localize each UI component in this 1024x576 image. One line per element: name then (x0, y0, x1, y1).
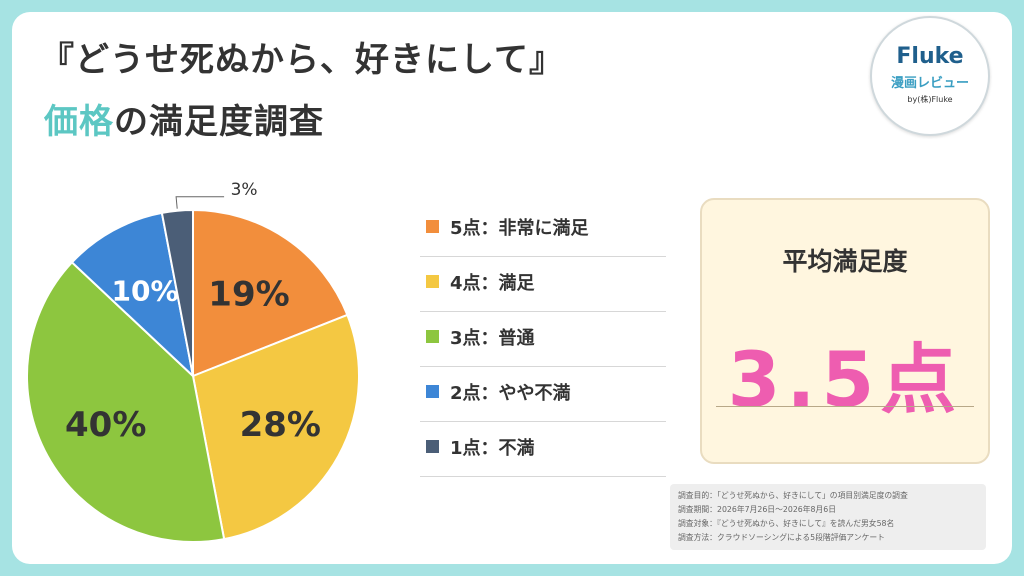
logo-subtitle: 漫画レビュー (890, 76, 969, 91)
legend-item-3: 3点：普通 (420, 312, 666, 367)
pie-label-5: 19% (208, 275, 289, 315)
survey-notes: 調査目的：「どうせ死ぬから、好きにして」の項目別満足度の調査 調査期間：2026… (670, 484, 986, 550)
legend-swatch-1 (426, 440, 439, 453)
legend-swatch-2 (426, 385, 439, 398)
survey-period: 調査期間：2026年7月26日〜2026年8月6日 (678, 505, 837, 514)
average-title: 平均満足度 (782, 247, 908, 276)
legend-label-1: 1点：不満 (450, 438, 535, 459)
survey-target: 調査対象：『どうせ死ぬから、好きにして』を読んだ男女58名 (678, 519, 895, 528)
pie-slice-3 (26, 260, 226, 543)
legend-swatch-5 (426, 220, 439, 233)
chart-legend: 5点：非常に満足 4点：満足 3点：普通 2点：やや不満 1点：不満 (420, 202, 666, 477)
legend-label-3: 3点：普通 (450, 328, 535, 349)
legend-label-4: 4点：満足 (450, 273, 535, 294)
legend-item-2: 2点：やや不満 (420, 367, 666, 422)
pie-slice-2 (70, 211, 195, 379)
pie-label-3: 40% (65, 405, 146, 445)
subtitle-accent: 価格 (44, 102, 114, 142)
average-value: 3.5点 (727, 335, 963, 424)
pie-slice-5 (192, 208, 349, 378)
legend-label-2: 2点：やや不満 (450, 383, 571, 404)
average-underline (716, 406, 974, 407)
average-satisfaction-box: 平均満足度 3.5点 (700, 198, 990, 464)
legend-swatch-4 (426, 275, 439, 288)
survey-purpose: 調査目的：「どうせ死ぬから、好きにして」の項目別満足度の調査 (678, 491, 908, 500)
legend-item-1: 1点：不満 (420, 422, 666, 477)
survey-method: 調査方法：クラウドソーシングによる5段階評価アンケート (678, 533, 885, 542)
legend-item-5: 5点：非常に満足 (420, 202, 666, 257)
legend-item-4: 4点：満足 (420, 257, 666, 312)
page-title: 『どうせ死ぬから、好きにして』 (40, 40, 564, 80)
logo-credit: by(株)Fluke (907, 95, 953, 104)
pie-slice-1 (160, 208, 194, 377)
page-subtitle: 価格の満足度調査 (44, 94, 324, 143)
pie-label-1: 3% (231, 180, 258, 200)
logo-name: Fluke (896, 44, 964, 69)
fluke-logo: Fluke 漫画レビュー by(株)Fluke (870, 16, 990, 136)
legend-label-5: 5点：非常に満足 (450, 218, 589, 239)
pie-slice-4 (191, 313, 360, 541)
pie-label-4: 28% (240, 405, 321, 445)
subtitle-rest: の満足度調査 (114, 102, 324, 142)
pie-label-2: 10% (111, 275, 178, 308)
legend-swatch-3 (426, 330, 439, 343)
pie-leader-line (175, 196, 225, 209)
